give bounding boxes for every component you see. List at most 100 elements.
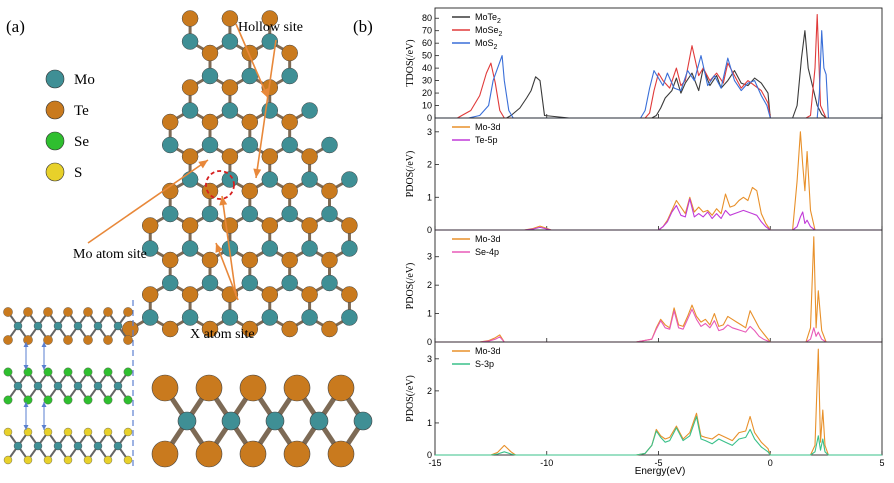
mo-atom (265, 411, 285, 431)
mo-atom (53, 441, 63, 451)
y-axis-label: PDOS(/eV) (405, 263, 416, 310)
panel-a-label: (a) (6, 17, 25, 36)
te-atom (283, 440, 311, 468)
te-atom (261, 286, 279, 303)
dos-plot-2: 0 1 2 3 PDOS(/eV) Mo-3d Se-4p (405, 229, 883, 347)
atom-legend-label-te: Te (74, 103, 89, 119)
te-atom (23, 335, 33, 345)
y-axis-label: PDOS(/eV) (405, 151, 416, 198)
x-tick-label: -10 (540, 458, 553, 468)
series-line-mo-3d (435, 348, 882, 456)
mo-atom (181, 33, 199, 50)
y-tick-label: 0 (427, 225, 432, 235)
legend-label: Te-5p (475, 135, 498, 145)
te-atom (321, 320, 338, 338)
mo-atom (33, 321, 43, 331)
mo-atom (341, 240, 358, 257)
x-axis-label: Energy(eV) (635, 466, 686, 477)
atom-swatch-s (45, 162, 65, 182)
mo-atom (181, 240, 199, 257)
se-atom (83, 367, 93, 377)
te-atom (141, 286, 159, 303)
s-atom (103, 455, 113, 465)
y-tick-label: 1 (427, 418, 432, 428)
te-atom (23, 307, 33, 317)
te-atom (261, 148, 279, 165)
mo-atom (93, 321, 103, 331)
mo-atom (93, 441, 103, 451)
te-atom (201, 182, 219, 200)
te-atom (195, 440, 223, 468)
mo-atom (181, 171, 199, 188)
se-atom (23, 367, 33, 377)
te-atom (201, 320, 219, 338)
te-atom (151, 440, 179, 468)
y-axis-label: PDOS(/eV) (405, 375, 416, 422)
legend-label: MoSe2 (475, 25, 503, 38)
mo-atom (281, 67, 298, 85)
te-atom (281, 182, 298, 200)
mo-atom (321, 136, 338, 154)
se-atom (123, 395, 133, 405)
te-atom (281, 44, 298, 62)
mo-atom (201, 136, 219, 154)
series-line-mo-3d (435, 131, 882, 231)
x-site-arrow-1 (219, 195, 237, 297)
mo-atom (221, 411, 241, 431)
te-atom (3, 307, 13, 317)
mo-atom (201, 274, 219, 292)
y-tick-label: 2 (427, 280, 432, 290)
mo-atom (201, 67, 219, 85)
te-atom (161, 113, 179, 131)
se-atom (3, 395, 13, 405)
mo-atom (181, 102, 199, 119)
te-atom (281, 251, 298, 269)
y-tick-label: 40 (422, 63, 432, 73)
te-atom (181, 148, 199, 165)
te-atom (221, 79, 239, 96)
mo-atom (353, 411, 373, 431)
mo-atom (341, 171, 358, 188)
atom-swatch-se (45, 131, 65, 151)
atom-legend-label-mo: Mo (74, 72, 95, 88)
mo-atom (93, 381, 103, 391)
hollow-site-label: Hollow site (238, 20, 303, 35)
mo-atom (241, 205, 259, 223)
mo-atom (309, 411, 329, 431)
mo-atom (53, 321, 63, 331)
mo-atom (301, 171, 318, 188)
layer-s (3, 427, 133, 465)
se-atom (43, 367, 53, 377)
s-atom (83, 427, 93, 437)
x-tick-label: 0 (768, 458, 773, 468)
mo-atom (113, 321, 123, 331)
te-atom (43, 307, 53, 317)
te-atom (221, 148, 239, 165)
dos-plot-3: 0 1 2 3 PDOS(/eV) Mo-3d S-3p (405, 341, 883, 460)
y-axis-label: TDOS(/eV) (405, 39, 416, 86)
te-atom (301, 148, 318, 165)
mo-atom (13, 441, 23, 451)
legend-label: MoTe2 (475, 12, 501, 25)
s-atom (23, 427, 33, 437)
mo-atom (73, 441, 83, 451)
x-tick-label: 5 (879, 458, 884, 468)
series-line-te-5p (435, 198, 882, 231)
y-tick-label: 30 (422, 76, 432, 86)
mo-atom (261, 33, 279, 50)
te-atom (201, 113, 219, 131)
layer-stack-side-view (3, 300, 134, 470)
mo-atom (281, 136, 298, 154)
te-atom (161, 251, 179, 269)
y-tick-label: 70 (422, 26, 432, 36)
te-atom (201, 251, 219, 269)
y-tick-label: 0 (427, 450, 432, 460)
se-atom (3, 367, 13, 377)
mo-atom (261, 171, 279, 188)
mo-atom (321, 274, 338, 292)
plot-frame (434, 117, 883, 231)
se-atom (63, 395, 73, 405)
te-atom (321, 182, 338, 200)
mo-site-arrow (87, 159, 209, 244)
